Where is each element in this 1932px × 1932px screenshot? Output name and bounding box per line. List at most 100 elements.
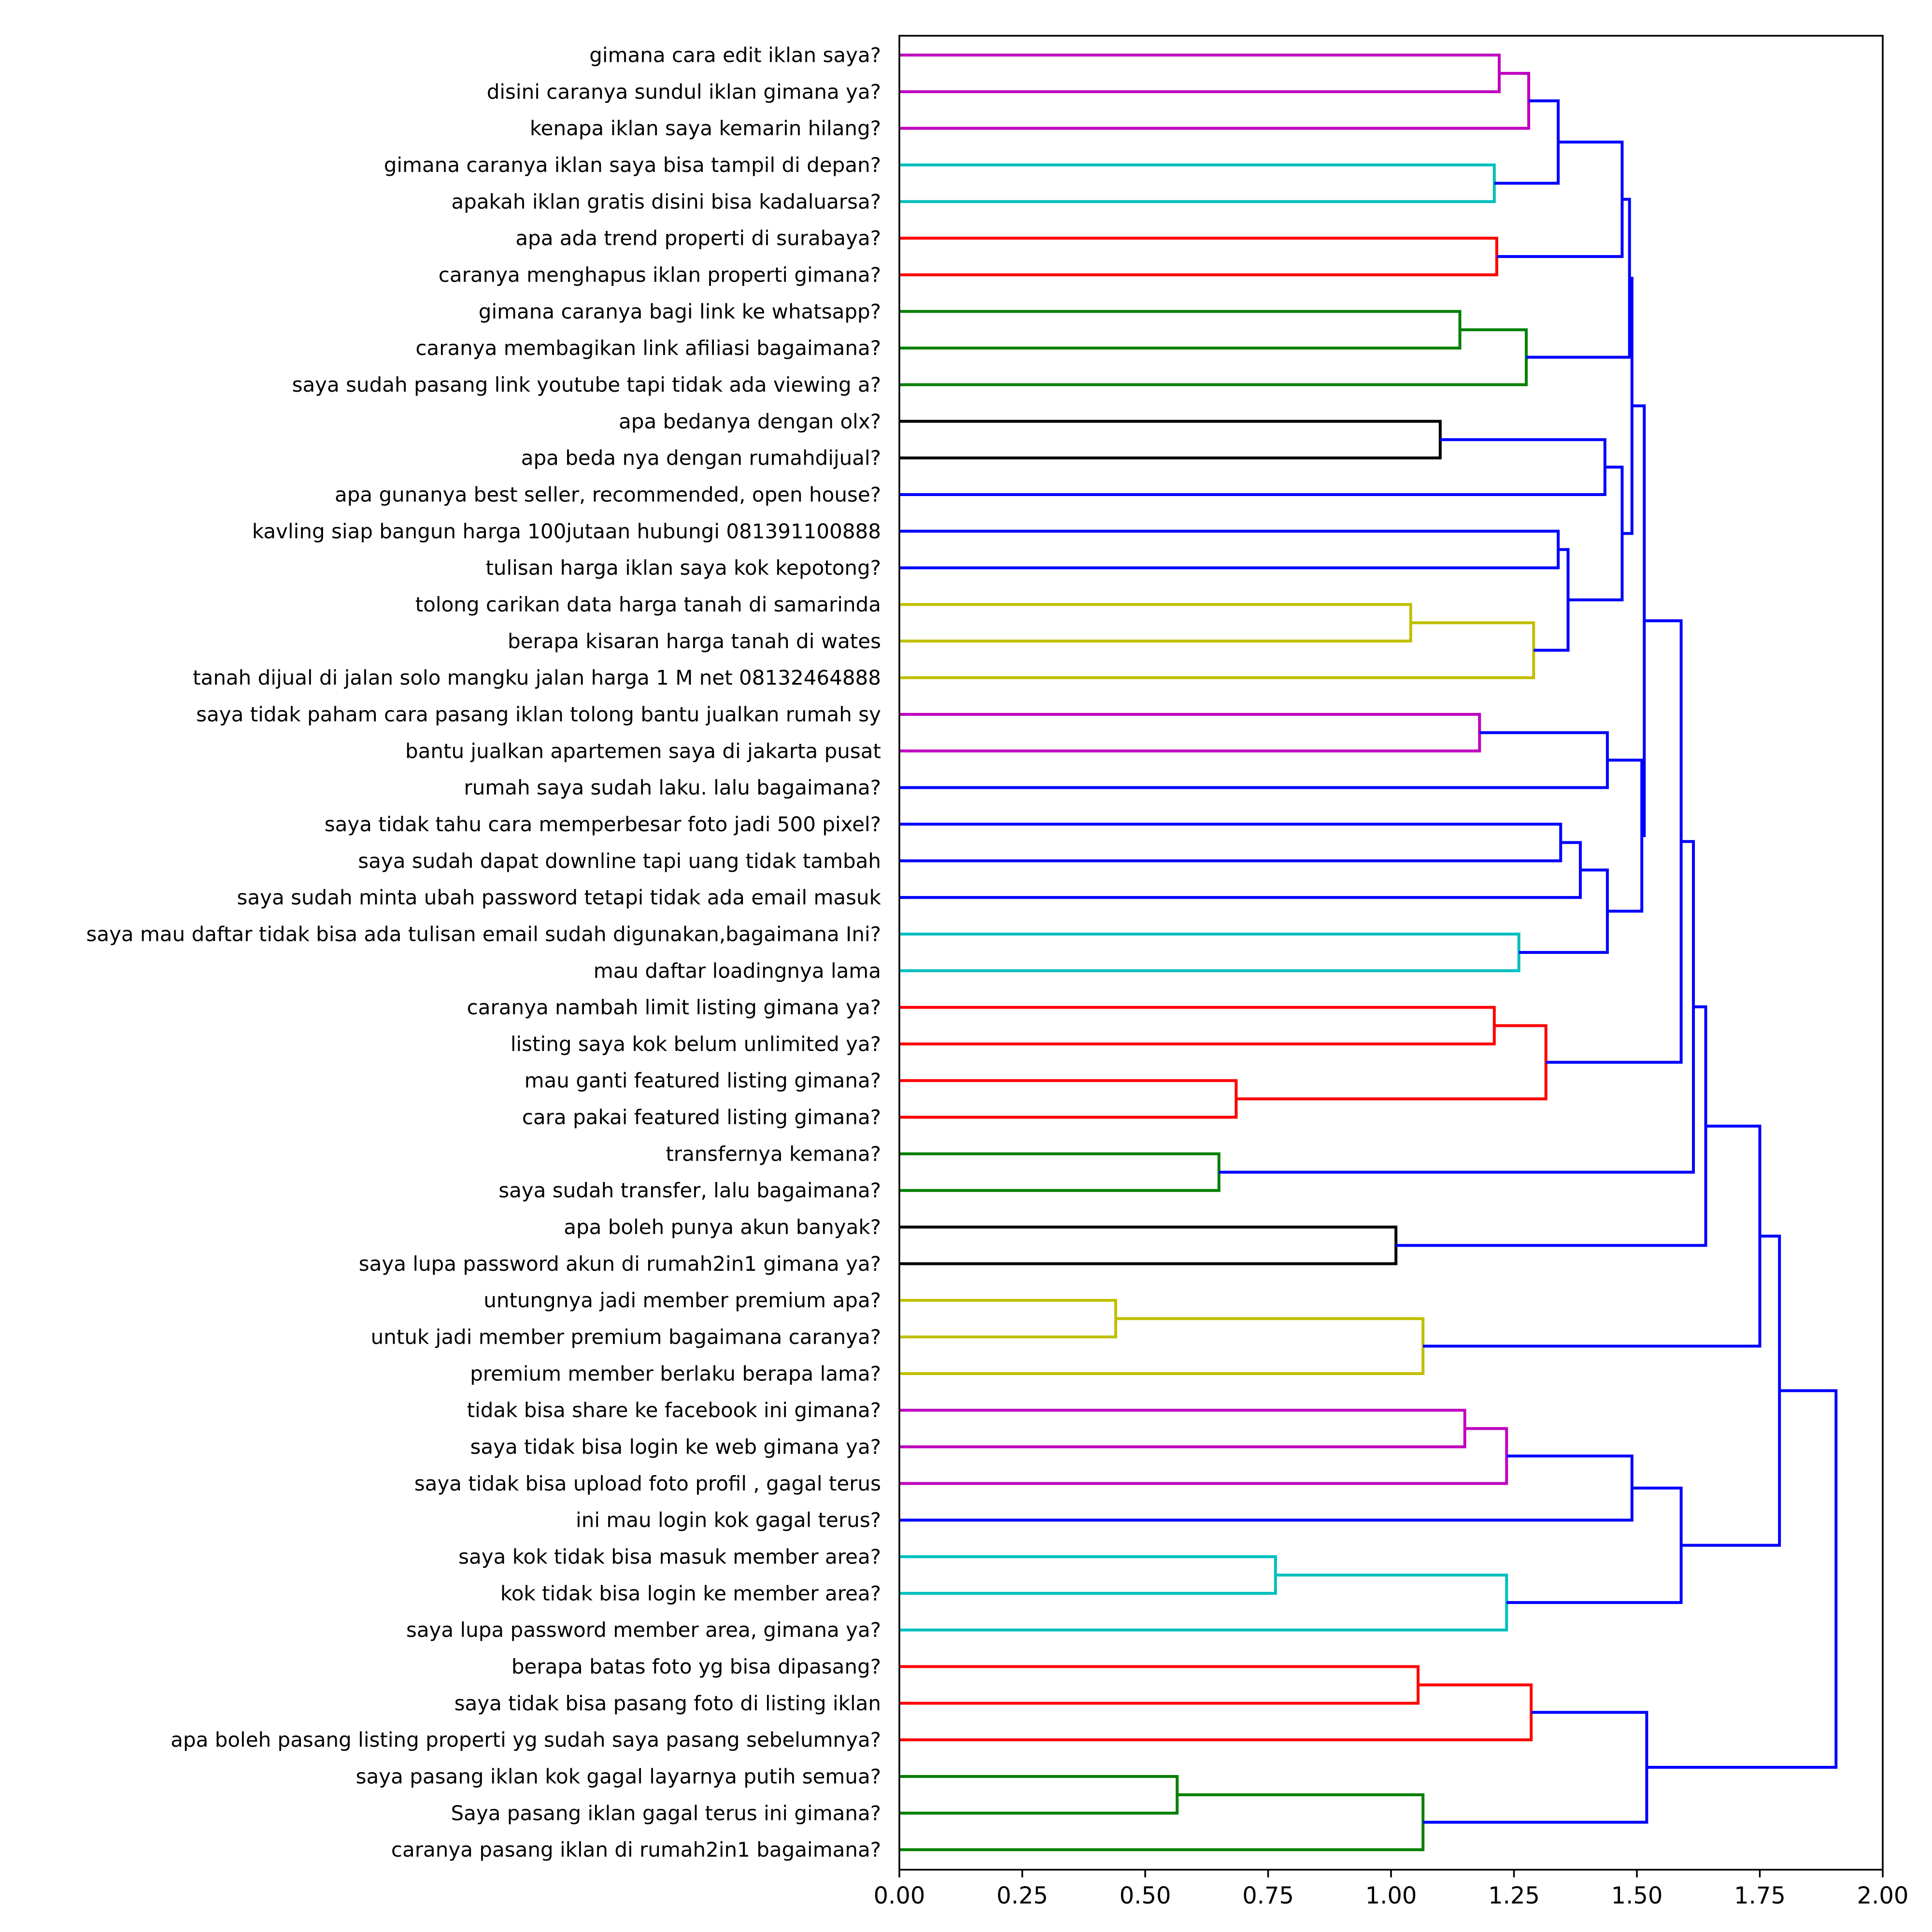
leaf-label: berapa batas foto yg bisa dipasang? (511, 1655, 881, 1678)
leaf-label: untungnya jadi member premium apa? (483, 1289, 881, 1312)
dendrogram-link-22 (1519, 868, 1609, 954)
leaf-label: apa beda nya dengan rumahdijual? (521, 446, 881, 470)
leaf-label: saya mau daftar tidak bisa ada tulisan e… (86, 922, 881, 946)
leaf-label: tolong carikan data harga tanah di samar… (415, 593, 881, 616)
x-tick-label: 0.25 (996, 1882, 1048, 1909)
dendrogram-link-38 (899, 1454, 1634, 1522)
dendrogram-link-6 (899, 310, 1462, 350)
leaf-label: apa gunanya best seller, recommended, op… (335, 483, 881, 506)
leaf-label: saya lupa password member area, gimana y… (406, 1618, 881, 1642)
dendrogram-link-11 (899, 529, 1560, 569)
leaf-label: berapa kisaran harga tanah di wates (508, 629, 881, 653)
leaf-label: kavling siap bangun harga 100jutaan hubu… (252, 519, 881, 543)
dendrogram-link-41 (1506, 1486, 1683, 1604)
leaf-label: cara pakai featured listing gimana? (522, 1106, 881, 1129)
leaf-label: disini caranya sundul iklan gimana ya? (487, 80, 881, 103)
dendrogram-link-48 (1647, 1389, 1838, 1769)
dendrogram-link-20 (899, 841, 1582, 899)
leaf-label: kok tidak bisa login ke member area? (500, 1581, 881, 1605)
dendrogram-link-27 (1236, 1024, 1548, 1101)
leaf-label: saya tidak paham cara pasang iklan tolon… (196, 702, 881, 726)
leaf-label: rumah saya sudah laku. lalu bagaimana? (464, 776, 881, 799)
dendrogram-link-8 (1526, 198, 1631, 359)
dendrogram-link-18 (899, 731, 1609, 789)
x-tick-label: 0.50 (1120, 1882, 1171, 1909)
leaf-label: ini mau login kok gagal terus? (576, 1508, 881, 1532)
x-tick-label: 0.75 (1242, 1882, 1294, 1909)
x-tick-label: 1.75 (1734, 1882, 1786, 1909)
dendrogram-link-0 (899, 54, 1501, 93)
dendrogram-link-44 (899, 1683, 1533, 1742)
dendrogram-link-29 (899, 1152, 1221, 1192)
leaf-label: Saya pasang iklan gagal terus ini gimana… (451, 1801, 881, 1825)
dendrogram-link-3 (1494, 99, 1560, 185)
dendrogram-link-43 (899, 1665, 1420, 1705)
dendrogram-link-12 (899, 603, 1412, 643)
dendrogram-link-40 (899, 1573, 1508, 1632)
dendrogram-link-42 (1681, 1235, 1781, 1547)
dendrogram-link-37 (899, 1427, 1508, 1485)
leaf-label: bantu jualkan apartemen saya di jakarta … (405, 739, 881, 763)
leaf-label: caranya membagikan link afiliasi bagaima… (415, 336, 881, 360)
leaf-label: apakah iklan gratis disini bisa kadaluar… (451, 190, 881, 213)
leaf-label: untuk jadi member premium bagaimana cara… (371, 1325, 881, 1349)
leaf-label: listing saya kok belum unlimited ya? (511, 1032, 881, 1056)
leaf-label: caranya menghapus iklan properti gimana? (439, 263, 881, 286)
dendrogram-link-26 (899, 1079, 1238, 1119)
leaf-label: tulisan harga iklan saya kok kepotong? (485, 556, 881, 580)
leaf-label: tanah dijual di jalan solo mangku jalan … (193, 666, 881, 690)
leaf-label: tidak bisa share ke facebook ini gimana? (467, 1398, 881, 1422)
dendrogram-link-13 (899, 621, 1535, 680)
x-tick-label: 2.00 (1857, 1882, 1909, 1909)
leaf-label: apa bedanya dengan olx? (619, 410, 881, 433)
dendrogram-link-25 (899, 1006, 1496, 1046)
dendrogram-link-2 (899, 163, 1496, 203)
leaf-label: mau ganti featured listing gimana? (525, 1069, 881, 1093)
dendrogram-link-19 (899, 823, 1563, 863)
dendrogram-link-4 (899, 237, 1498, 276)
leaf-label: transfernya kemana? (666, 1142, 881, 1165)
x-tick-label: 1.00 (1365, 1882, 1417, 1909)
dendrogram-link-45 (899, 1775, 1179, 1815)
leaf-label: saya sudah dapat downline tapi uang tida… (358, 849, 881, 873)
leaf-label: caranya nambah limit listing gimana ya? (467, 995, 881, 1019)
leaf-label: saya tidak bisa upload foto profil , gag… (414, 1472, 881, 1495)
leaf-label: saya sudah minta ubah password tetapi ti… (237, 886, 881, 909)
leaf-labels: gimana cara edit iklan saya? disini caran… (86, 43, 881, 1862)
dendrogram-link-46 (899, 1793, 1425, 1851)
x-axis: 0.00 0.25 0.50 0.75 1.00 1.25 1.50 1.75 2.00 (874, 1870, 1909, 1909)
leaf-label: apa boleh pasang listing properti yg sud… (170, 1728, 881, 1752)
dendrogram-link-14 (1534, 548, 1570, 652)
leaf-label: saya sudah transfer, lalu bagaimana? (498, 1179, 881, 1202)
leaf-label: saya sudah pasang link youtube tapi tida… (292, 373, 881, 397)
dendrogram-link-1 (899, 71, 1531, 130)
dendrogram-link-7 (899, 328, 1528, 386)
dendrogram-links (899, 54, 1838, 1851)
dendrogram-link-34 (899, 1317, 1425, 1375)
leaf-label: saya kok tidak bisa masuk member area? (458, 1545, 881, 1569)
leaf-label: gimana caranya bagi link ke whatsapp? (479, 299, 881, 323)
leaf-label: apa ada trend properti di surabaya? (515, 227, 881, 250)
leaf-label: saya lupa password akun di rumah2in1 gim… (359, 1252, 881, 1276)
leaf-label: mau daftar loadingnya lama (594, 959, 881, 982)
dendrogram-link-31 (899, 1225, 1398, 1265)
leaf-label: saya pasang iklan kok gagal layarnya put… (356, 1765, 881, 1789)
dendrogram-link-33 (899, 1299, 1117, 1339)
leaf-label: gimana caranya iklan saya bisa tampil di… (384, 153, 881, 177)
dendrogram-link-23 (1607, 758, 1644, 913)
leaf-label: apa boleh punya akun banyak? (564, 1215, 881, 1239)
x-tick-label: 0.00 (874, 1882, 925, 1909)
dendrogram-link-9 (899, 420, 1442, 460)
leaf-label: saya tidak tahu cara memperbesar foto ja… (325, 812, 881, 836)
dendrogram-link-15 (1568, 466, 1624, 601)
dendrogram-link-10 (899, 438, 1606, 496)
leaf-label: kenapa iklan saya kemarin hilang? (530, 116, 881, 140)
leaf-label: saya tidak bisa pasang foto di listing i… (455, 1691, 881, 1715)
dendrogram-link-47 (1423, 1711, 1648, 1824)
dendrogram-link-17 (899, 712, 1481, 753)
leaf-label: saya tidak bisa login ke web gimana ya? (470, 1435, 881, 1459)
leaf-label: gimana cara edit iklan saya? (589, 43, 881, 67)
dendrogram-link-21 (899, 932, 1520, 972)
